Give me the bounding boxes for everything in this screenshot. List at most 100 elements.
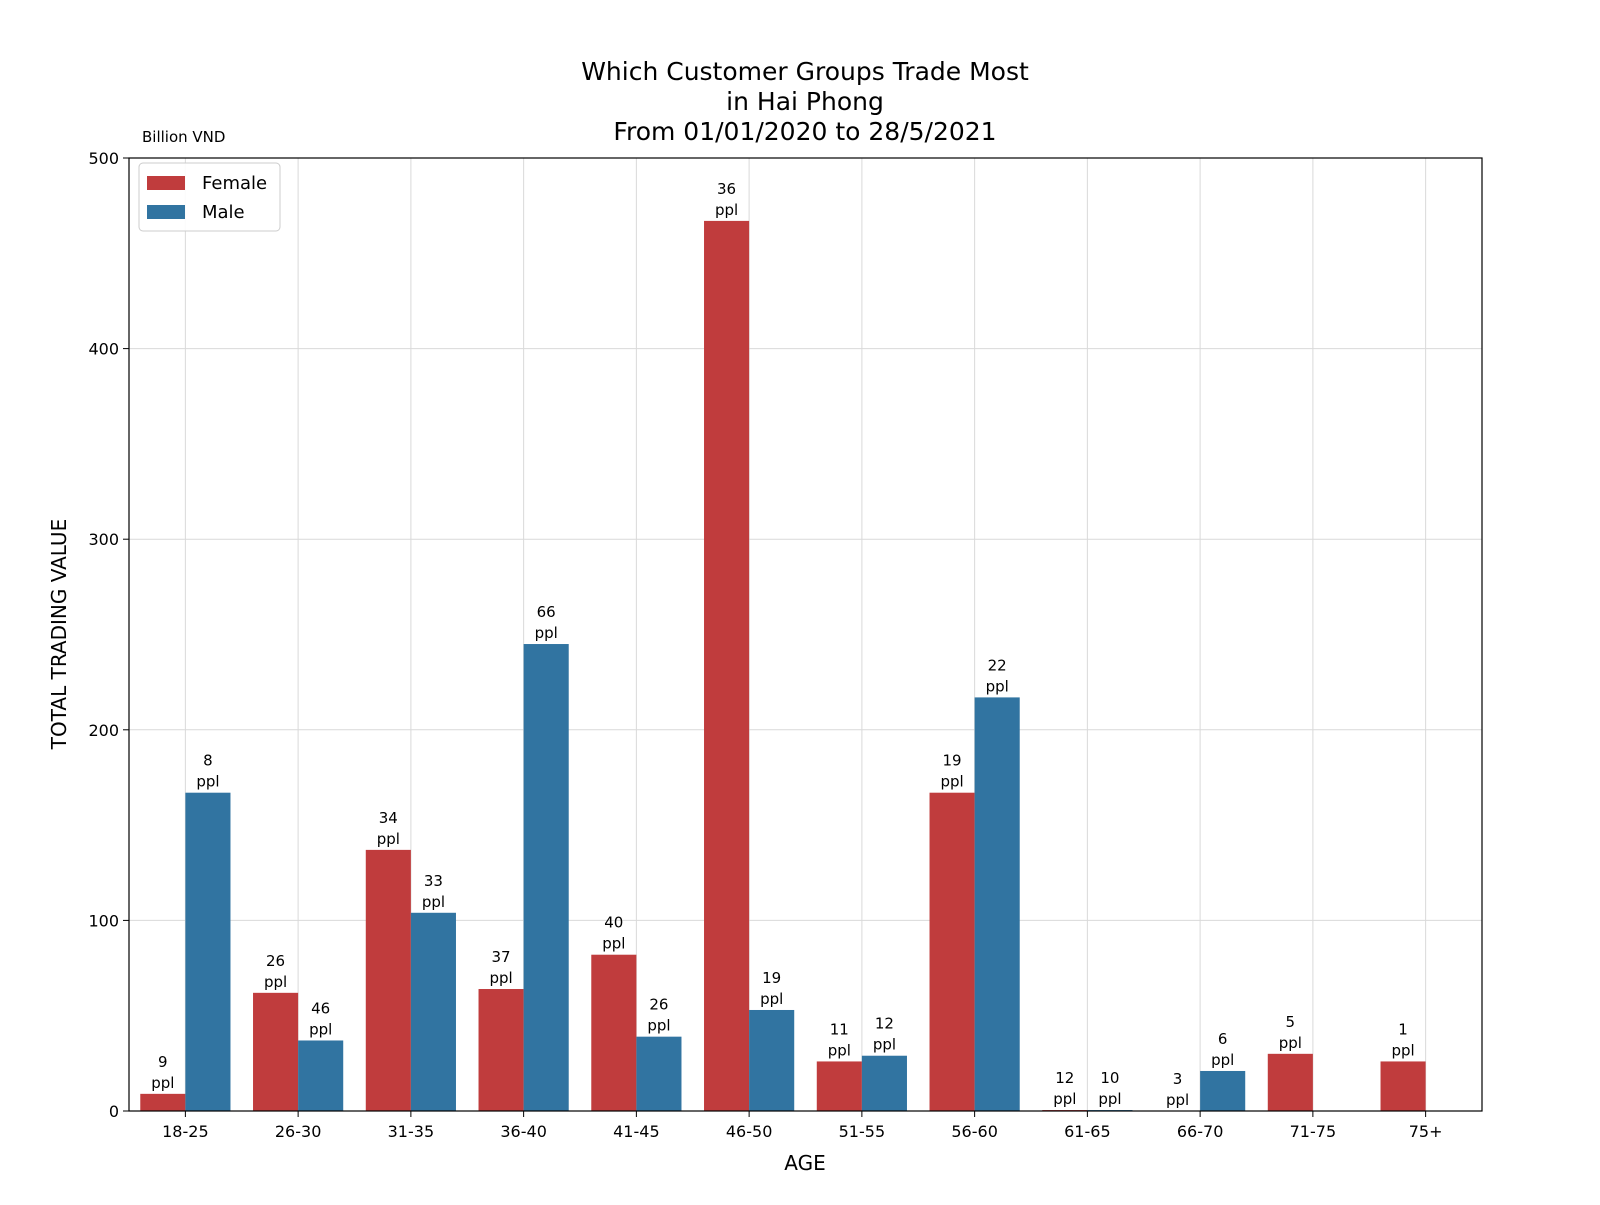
x-tick-label: 75+ — [1409, 1122, 1443, 1141]
bar-label-male-count: 22 — [988, 656, 1007, 674]
bar-label-male-count: 26 — [649, 996, 668, 1014]
bar-label-female-unit: ppl — [940, 773, 963, 791]
bar-female — [253, 992, 299, 1111]
bar-label-female-unit: ppl — [151, 1074, 174, 1092]
bar-label-male-unit: ppl — [760, 990, 783, 1008]
bar-label-male-unit: ppl — [986, 677, 1009, 695]
bar-label-male-count: 19 — [762, 969, 781, 987]
bar-label-female-count: 19 — [943, 752, 962, 770]
x-tick-label: 51-55 — [839, 1122, 886, 1141]
bar-label-female-count: 34 — [379, 809, 398, 827]
bar-labels: 9ppl26ppl34ppl37ppl40ppl36ppl11ppl19ppl1… — [151, 180, 1414, 1109]
bar-label-male-count: 66 — [537, 603, 556, 621]
bar-label-female-unit: ppl — [828, 1041, 851, 1059]
bar-label-female-unit: ppl — [1391, 1041, 1414, 1059]
y-tick-label: 300 — [88, 530, 119, 549]
y-tick-label: 100 — [88, 911, 119, 930]
x-tick-label: 41-45 — [613, 1122, 660, 1141]
bar-male — [298, 1040, 344, 1111]
bar-female — [478, 989, 524, 1111]
bar-label-female-unit: ppl — [489, 969, 512, 987]
x-tick-label: 36-40 — [500, 1122, 547, 1141]
x-tick-label: 46-50 — [726, 1122, 773, 1141]
bar-label-male-count: 10 — [1100, 1069, 1119, 1087]
x-tick-label: 61-65 — [1064, 1122, 1111, 1141]
bar-label-female-unit: ppl — [377, 830, 400, 848]
y-unit-label: Billion VND — [142, 128, 225, 146]
bar-label-male-count: 6 — [1218, 1030, 1228, 1048]
bar-label-female-unit: ppl — [715, 201, 738, 219]
bar-male — [1200, 1070, 1246, 1111]
chart-title-line-2: in Hai Phong — [726, 87, 884, 116]
chart-title-line-3: From 01/01/2020 to 28/5/2021 — [613, 117, 996, 146]
bar-male — [410, 912, 456, 1111]
bar-male — [185, 792, 231, 1111]
bar-label-male-count: 8 — [203, 752, 213, 770]
bar-label-female-count: 37 — [492, 948, 511, 966]
bar-label-female-count: 11 — [830, 1020, 849, 1038]
legend-swatch-male — [147, 205, 185, 219]
x-tick-label: 56-60 — [951, 1122, 998, 1141]
bar-label-female-unit: ppl — [1279, 1034, 1302, 1052]
bar-male — [523, 644, 569, 1111]
bar-label-female-unit: ppl — [602, 935, 625, 953]
chart-title-line-1: Which Customer Groups Trade Most — [581, 57, 1029, 86]
bars — [140, 220, 1426, 1111]
x-tick-label: 26-30 — [275, 1122, 322, 1141]
bar-label-male-count: 33 — [424, 872, 443, 890]
bar-female — [816, 1061, 862, 1111]
bar-label-female-count: 5 — [1286, 1013, 1296, 1031]
bar-male — [974, 697, 1020, 1111]
legend-label-female: Female — [202, 173, 267, 194]
x-tick-label: 18-25 — [162, 1122, 209, 1141]
bar-label-female-count: 40 — [604, 914, 623, 932]
bar-label-male-count: 46 — [311, 999, 330, 1017]
bar-label-female-count: 36 — [717, 180, 736, 198]
axis-ticks: 0 100 200 300 400 500 18-25 26-30 31-35 36-40 41-4… — [88, 149, 1442, 1141]
bar-label-female-count: 3 — [1173, 1070, 1183, 1088]
y-tick-label: 400 — [88, 340, 119, 359]
plot-area-frame — [128, 157, 1483, 1112]
legend-label-male: Male — [202, 202, 245, 223]
bar-female — [591, 954, 637, 1111]
bar-label-female-count: 26 — [266, 952, 285, 970]
legend-swatch-female — [147, 176, 185, 190]
bar-label-male-unit: ppl — [309, 1020, 332, 1038]
x-tick-label: 31-35 — [388, 1122, 435, 1141]
bar-female — [929, 792, 975, 1111]
bar-female — [140, 1093, 186, 1111]
y-tick-label: 0 — [109, 1102, 119, 1121]
bar-female — [1380, 1061, 1426, 1111]
bar-label-female-count: 1 — [1398, 1020, 1408, 1038]
y-axis-title: TOTAL TRADING VALUE — [47, 519, 71, 750]
bar-label-male-unit: ppl — [196, 773, 219, 791]
chart-title: Which Customer Groups Trade Most in Hai … — [581, 57, 1029, 146]
bar-label-female-count: 12 — [1055, 1069, 1074, 1087]
legend: Female Male — [138, 162, 281, 232]
bar-label-male-unit: ppl — [422, 893, 445, 911]
bar-label-female-unit: ppl — [264, 973, 287, 991]
bar-label-male-unit: ppl — [1098, 1090, 1121, 1108]
x-tick-label: 66-70 — [1177, 1122, 1224, 1141]
x-axis-title: AGE — [784, 1151, 825, 1175]
bar-label-female-count: 9 — [158, 1053, 168, 1071]
bar-male — [861, 1055, 907, 1111]
bar-label-male-unit: ppl — [1211, 1051, 1234, 1069]
bar-female — [365, 849, 411, 1111]
bar-female — [704, 220, 750, 1111]
bar-male — [749, 1009, 795, 1111]
bar-male — [636, 1036, 682, 1111]
bar-label-male-unit: ppl — [535, 624, 558, 642]
x-tick-label: 71-75 — [1290, 1122, 1337, 1141]
bar-label-male-unit: ppl — [873, 1036, 896, 1054]
bar-label-female-unit: ppl — [1053, 1090, 1076, 1108]
y-tick-label: 200 — [88, 721, 119, 740]
bar-label-male-count: 12 — [875, 1015, 894, 1033]
bar-label-male-unit: ppl — [647, 1017, 670, 1035]
grid-lines — [129, 158, 1482, 1111]
bar-female — [1267, 1053, 1313, 1111]
y-tick-label: 500 — [88, 149, 119, 168]
bar-label-female-unit: ppl — [1166, 1091, 1189, 1109]
